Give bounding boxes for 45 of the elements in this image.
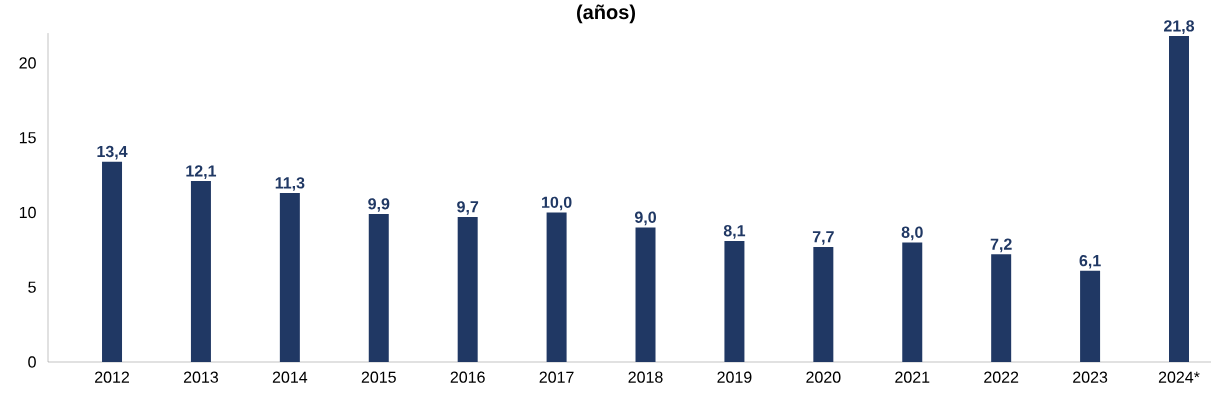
data-label: 11,3 (275, 177, 305, 191)
data-label: 6,1 (1079, 254, 1101, 269)
y-tick-label: 10 (19, 206, 36, 219)
bar (635, 227, 656, 362)
x-tick-label: 2021 (895, 371, 930, 383)
data-label: 9,9 (368, 198, 390, 212)
x-tick-label: 2015 (361, 371, 396, 383)
y-tick-label: 20 (19, 57, 36, 69)
x-tick-label: 2018 (628, 371, 663, 383)
x-tick-label: 2023 (1073, 371, 1108, 383)
x-tick-label: 2020 (806, 371, 841, 383)
x-tick-label: 2014 (272, 371, 308, 383)
bar (813, 246, 834, 362)
bar (546, 212, 567, 362)
y-tick-label: 5 (28, 281, 36, 293)
bar (368, 214, 389, 362)
data-label: 13,4 (97, 145, 128, 160)
chart-title: (años) (577, 4, 636, 24)
bar (457, 216, 478, 362)
bar (190, 181, 211, 362)
data-label: 7,7 (812, 231, 834, 245)
data-label: 9,0 (634, 211, 656, 226)
x-tick-label: 2017 (539, 371, 574, 383)
bar (1080, 270, 1101, 362)
data-label: 8,0 (901, 226, 923, 241)
bar (279, 193, 300, 362)
y-tick-label: 15 (19, 132, 36, 144)
bar (902, 242, 923, 362)
x-tick-label: 2022 (984, 371, 1019, 383)
x-tick-label: 2013 (183, 371, 219, 383)
data-label: 7,2 (990, 238, 1012, 253)
bar (102, 161, 123, 362)
x-tick-label: 2024* (1158, 371, 1200, 383)
data-label: 10,0 (542, 196, 572, 211)
x-tick-label: 2016 (450, 371, 485, 383)
data-label: 21,8 (1163, 20, 1195, 34)
data-label: 8,1 (723, 225, 746, 239)
y-tick-label: 0 (28, 356, 36, 368)
x-tick-label: 2012 (95, 371, 130, 383)
x-tick-label: 2019 (717, 371, 752, 383)
data-label: 12,1 (186, 165, 217, 179)
bar (1169, 36, 1189, 362)
bar (724, 240, 745, 362)
data-label: 9,7 (457, 201, 479, 215)
bar (991, 254, 1012, 362)
